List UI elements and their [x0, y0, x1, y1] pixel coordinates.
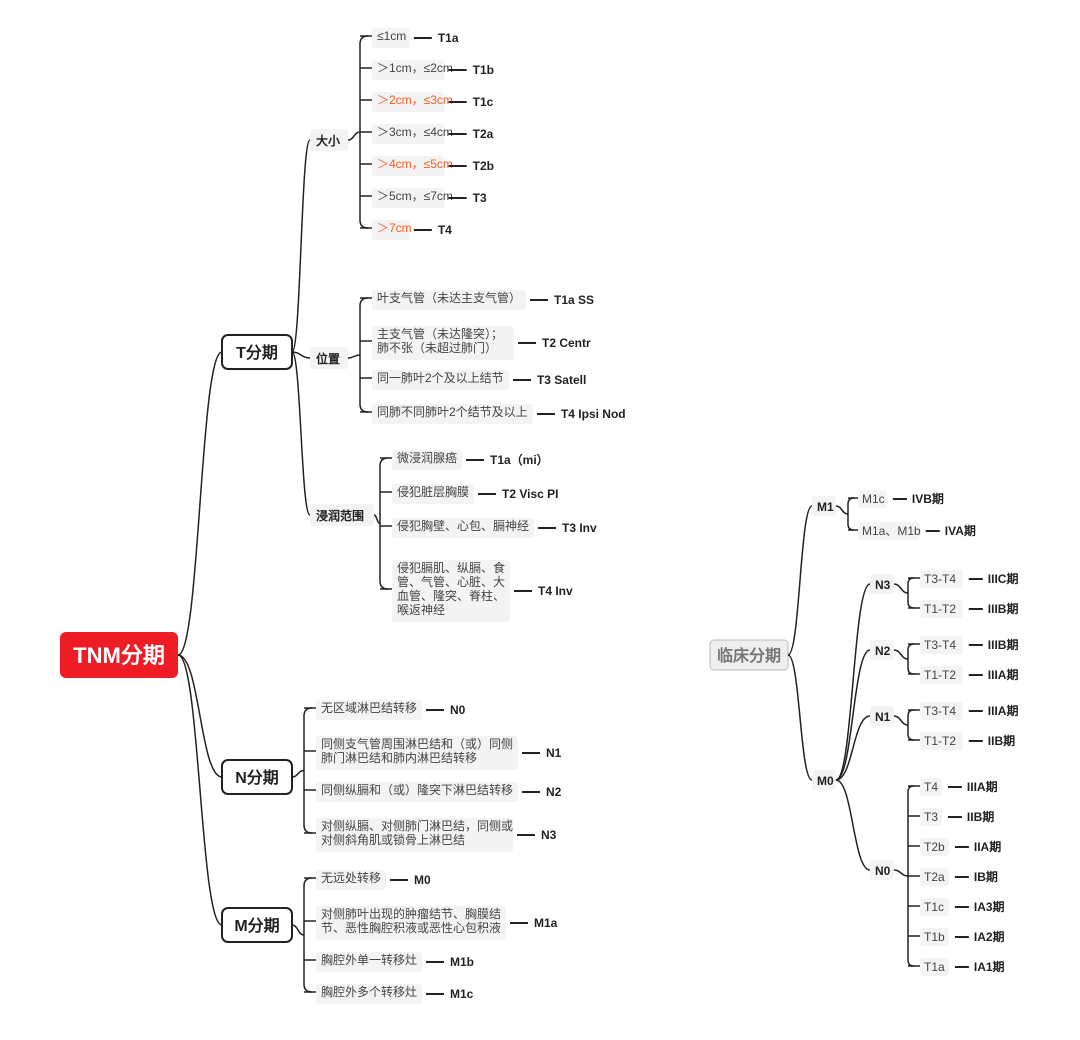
svg-text:M0: M0 [414, 873, 431, 887]
svg-text:≤1cm: ≤1cm [377, 29, 406, 43]
svg-text:IA1期: IA1期 [974, 959, 1005, 974]
svg-text:N0: N0 [450, 703, 466, 717]
svg-text:T2b: T2b [473, 159, 494, 173]
svg-text:肺门淋巴结和肺内淋巴结转移: 肺门淋巴结和肺内淋巴结转移 [321, 750, 477, 765]
svg-text:位置: 位置 [316, 351, 340, 366]
svg-text:同侧支气管周围淋巴结和（或）同侧: 同侧支气管周围淋巴结和（或）同侧 [321, 736, 513, 751]
svg-text:IIIA期: IIIA期 [967, 779, 998, 794]
svg-text:T2a: T2a [473, 127, 494, 141]
svg-text:M1b: M1b [450, 955, 474, 969]
svg-text:＞2cm，≤3cm: ＞2cm，≤3cm [377, 93, 453, 107]
svg-text:M1c: M1c [862, 492, 885, 506]
svg-text:T1b: T1b [924, 930, 945, 944]
svg-text:N0: N0 [875, 864, 891, 878]
svg-text:T2a: T2a [924, 870, 945, 884]
svg-text:N3: N3 [541, 828, 557, 842]
svg-text:M0: M0 [817, 774, 834, 788]
svg-text:IIB期: IIB期 [967, 809, 994, 824]
svg-text:T1b: T1b [473, 63, 494, 77]
svg-text:N2: N2 [546, 785, 562, 799]
svg-text:对侧斜角肌或锁骨上淋巴结: 对侧斜角肌或锁骨上淋巴结 [321, 832, 465, 847]
svg-text:临床分期: 临床分期 [717, 646, 781, 665]
svg-text:＞3cm，≤4cm: ＞3cm，≤4cm [377, 125, 453, 139]
svg-text:M1: M1 [817, 500, 834, 514]
svg-text:N分期: N分期 [235, 768, 279, 787]
mindmap-diagram: TNM分期 T分期 N分期 M分期 大小位置浸润范围 ≤1cm T1a ＞1cm，≤2cm T1… [0, 0, 1080, 1040]
svg-text:无区域淋巴结转移: 无区域淋巴结转移 [321, 700, 417, 715]
svg-text:同侧纵膈和（或）隆突下淋巴结转移: 同侧纵膈和（或）隆突下淋巴结转移 [321, 782, 513, 797]
svg-text:IIIC期: IIIC期 [988, 571, 1019, 586]
svg-text:IIA期: IIA期 [974, 839, 1001, 854]
svg-text:M1a: M1a [534, 916, 558, 930]
svg-text:T1a: T1a [438, 31, 459, 45]
svg-text:N2: N2 [875, 644, 891, 658]
svg-text:IIIB期: IIIB期 [988, 601, 1019, 616]
svg-text:T1-T2: T1-T2 [924, 734, 956, 748]
svg-text:IIIA期: IIIA期 [988, 703, 1019, 718]
svg-text:肺不张（未超过肺门）: 肺不张（未超过肺门） [377, 340, 497, 355]
svg-text:微浸润腺癌: 微浸润腺癌 [397, 450, 457, 465]
svg-text:＞4cm，≤5cm: ＞4cm，≤5cm [377, 157, 453, 171]
svg-text:T3-T4: T3-T4 [924, 704, 956, 718]
svg-text:T3-T4: T3-T4 [924, 638, 956, 652]
svg-text:IVB期: IVB期 [912, 491, 944, 506]
svg-text:T1a SS: T1a SS [554, 293, 594, 307]
svg-text:T2 Visc PI: T2 Visc PI [502, 487, 558, 501]
svg-text:T2 Centr: T2 Centr [542, 336, 591, 350]
svg-text:IIB期: IIB期 [988, 733, 1015, 748]
svg-text:T3 Satell: T3 Satell [537, 373, 586, 387]
svg-text:叶支气管（未达主支气管）: 叶支气管（未达主支气管） [377, 290, 521, 305]
svg-text:IIIA期: IIIA期 [988, 667, 1019, 682]
svg-text:侵犯脏层胸膜: 侵犯脏层胸膜 [397, 484, 469, 499]
svg-text:胸腔外多个转移灶: 胸腔外多个转移灶 [321, 984, 417, 999]
svg-text:对侧纵膈、对侧肺门淋巴结，同侧或: 对侧纵膈、对侧肺门淋巴结，同侧或 [321, 818, 513, 833]
svg-text:T3 Inv: T3 Inv [562, 521, 597, 535]
svg-text:T分期: T分期 [236, 343, 278, 362]
svg-text:M1c: M1c [450, 987, 474, 1001]
svg-text:＞5cm，≤7cm: ＞5cm，≤7cm [377, 189, 453, 203]
svg-text:同肺不同肺叶2个结节及以上: 同肺不同肺叶2个结节及以上 [377, 405, 528, 419]
svg-text:浸润范围: 浸润范围 [316, 508, 364, 523]
svg-text:管、气管、心脏、大: 管、气管、心脏、大 [397, 574, 505, 589]
svg-text:＞1cm，≤2cm: ＞1cm，≤2cm [377, 61, 453, 75]
svg-text:T3-T4: T3-T4 [924, 572, 956, 586]
svg-text:节、恶性胸腔积液或恶性心包积液: 节、恶性胸腔积液或恶性心包积液 [321, 920, 501, 935]
svg-text:IA2期: IA2期 [974, 929, 1005, 944]
svg-text:IVA期: IVA期 [945, 523, 976, 538]
svg-text:N1: N1 [546, 746, 562, 760]
svg-text:IIIB期: IIIB期 [988, 637, 1019, 652]
svg-text:同一肺叶2个及以上结节: 同一肺叶2个及以上结节 [377, 371, 504, 385]
svg-text:对侧肺叶出现的肿瘤结节、胸膜结: 对侧肺叶出现的肿瘤结节、胸膜结 [321, 906, 501, 921]
svg-text:T4 Inv: T4 Inv [538, 584, 573, 598]
svg-text:T3: T3 [473, 191, 487, 205]
svg-text:T4: T4 [924, 780, 938, 794]
svg-text:血管、隆突、脊柱、: 血管、隆突、脊柱、 [397, 588, 505, 603]
svg-text:主支气管（未达隆突）；: 主支气管（未达隆突）； [377, 326, 503, 341]
svg-text:T1-T2: T1-T2 [924, 668, 956, 682]
svg-text:T1a: T1a [924, 960, 945, 974]
svg-text:T4: T4 [438, 223, 452, 237]
svg-text:N1: N1 [875, 710, 891, 724]
svg-text:M1a、M1b: M1a、M1b [862, 524, 921, 538]
svg-text:T1c: T1c [924, 900, 944, 914]
svg-text:侵犯膈肌、纵膈、食: 侵犯膈肌、纵膈、食 [397, 560, 505, 575]
svg-text:＞7cm: ＞7cm [377, 221, 412, 235]
svg-text:喉返神经: 喉返神经 [397, 603, 445, 617]
svg-text:大小: 大小 [316, 133, 340, 148]
svg-text:T1c: T1c [473, 95, 494, 109]
svg-text:IB期: IB期 [974, 869, 998, 884]
svg-text:侵犯胸壁、心包、膈神经: 侵犯胸壁、心包、膈神经 [397, 518, 529, 533]
svg-text:T1a（mi）: T1a（mi） [490, 452, 549, 467]
svg-text:N3: N3 [875, 578, 891, 592]
svg-text:T3: T3 [924, 810, 938, 824]
svg-text:TNM分期: TNM分期 [73, 643, 165, 668]
svg-text:T2b: T2b [924, 840, 945, 854]
svg-text:T1-T2: T1-T2 [924, 602, 956, 616]
svg-text:M分期: M分期 [234, 916, 279, 935]
svg-text:无远处转移: 无远处转移 [321, 870, 381, 885]
svg-text:胸腔外单一转移灶: 胸腔外单一转移灶 [321, 952, 417, 967]
svg-text:T4 Ipsi Nod: T4 Ipsi Nod [561, 407, 626, 421]
svg-text:IA3期: IA3期 [974, 899, 1005, 914]
